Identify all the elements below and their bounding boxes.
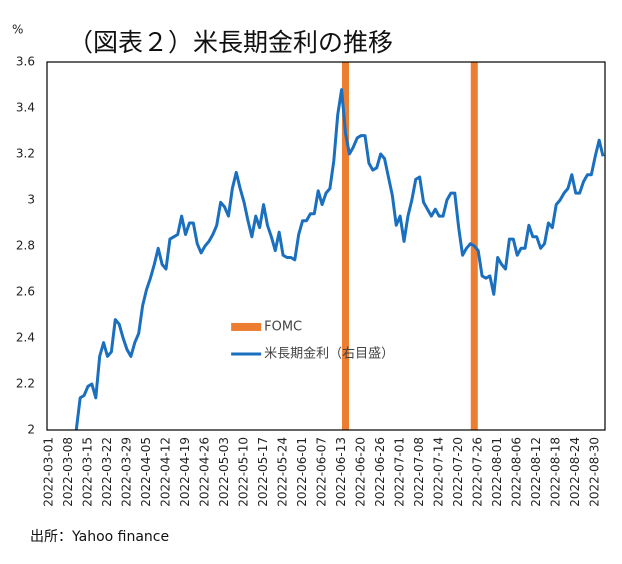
- x-tick-label: 2022-06-01: [295, 437, 309, 507]
- x-tick-label: 2022-08-24: [568, 437, 582, 507]
- fomc-bar: [342, 62, 350, 430]
- y-tick-label: 2: [27, 423, 35, 437]
- x-tick-label: 2022-08-18: [549, 437, 563, 507]
- x-tick-label: 2022-07-01: [393, 437, 407, 507]
- y-tick-label: 2.6: [16, 285, 35, 299]
- x-tick-label: 2022-07-08: [412, 437, 426, 507]
- legend-swatch: [231, 322, 262, 331]
- x-tick-label: 2022-04-05: [139, 437, 153, 507]
- x-tick-label: 2022-04-19: [178, 437, 192, 507]
- chart-title: （図表２）米長期金利の推移: [68, 28, 393, 57]
- source-note: 出所：Yahoo finance: [30, 529, 169, 545]
- x-tick-label: 2022-06-13: [334, 437, 348, 507]
- x-tick-label: 2022-04-12: [159, 437, 173, 507]
- x-tick-label: 2022-08-12: [529, 437, 543, 507]
- x-tick-label: 2022-03-22: [100, 437, 114, 507]
- x-tick-label: 2022-03-29: [119, 437, 133, 507]
- y-tick-label: 2.4: [16, 331, 35, 345]
- y-tick-label: 2.2: [16, 377, 35, 391]
- y-tick-label: 3.6: [16, 55, 35, 69]
- x-tick-label: 2022-08-01: [490, 437, 504, 507]
- y-axis-unit: %: [12, 23, 23, 37]
- x-tick-label: 2022-08-30: [588, 437, 602, 507]
- y-tick-label: 2.8: [16, 239, 35, 253]
- x-tick-label: 2022-08-06: [510, 437, 524, 507]
- x-tick-label: 2022-07-14: [432, 437, 446, 507]
- x-tick-label: 2022-06-07: [315, 437, 329, 507]
- legend-label: 米長期金利（右目盛）: [264, 345, 394, 361]
- plot-frame: [46, 61, 606, 431]
- x-tick-label: 2022-07-26: [471, 437, 485, 507]
- x-tick-label: 2022-03-01: [41, 437, 55, 507]
- x-tick-label: 2022-05-24: [276, 437, 290, 507]
- x-tick-label: 2022-04-26: [198, 437, 212, 507]
- yield-line: [74, 88, 605, 430]
- y-tick-label: 3: [27, 193, 35, 207]
- legend-label: FOMC: [264, 319, 302, 334]
- x-tick-label: 2022-06-26: [373, 437, 387, 507]
- x-tick-label: 2022-03-08: [61, 437, 75, 507]
- x-tick-label: 2022-07-20: [451, 437, 465, 507]
- x-tick-label: 2022-05-10: [237, 437, 251, 507]
- x-tick-label: 2022-03-15: [80, 437, 94, 507]
- x-tick-label: 2022-06-20: [354, 437, 368, 507]
- x-tick-label: 2022-05-17: [256, 437, 270, 507]
- plot-area: [74, 62, 605, 430]
- y-tick-label: 3.4: [16, 101, 35, 115]
- x-tick-label: 2022-05-03: [217, 437, 231, 507]
- y-tick-label: 3.2: [16, 147, 35, 161]
